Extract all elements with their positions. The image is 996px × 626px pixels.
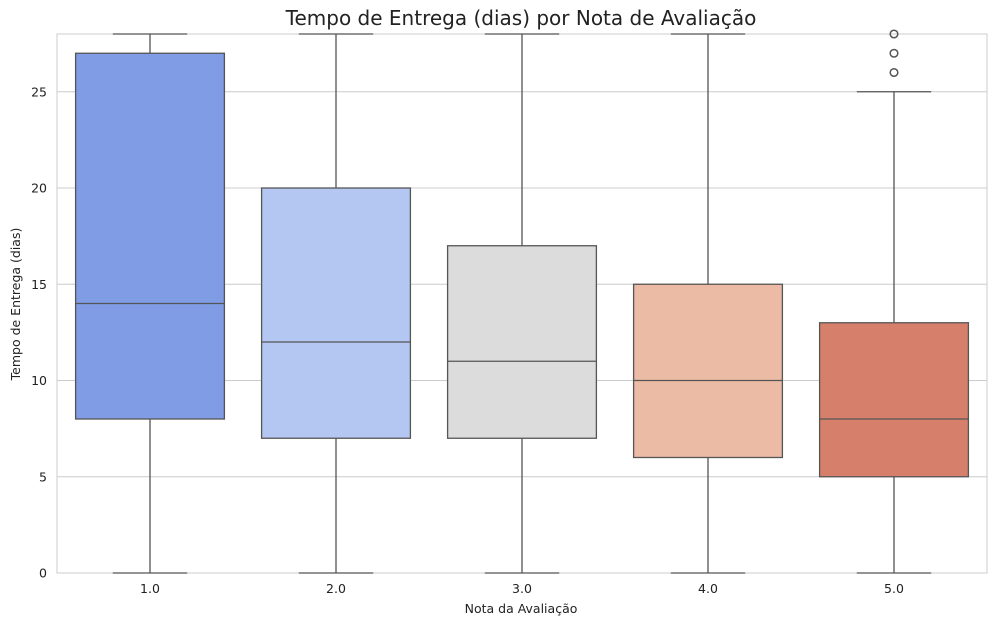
y-tick-label: 10 <box>31 373 47 388</box>
y-tick-label: 5 <box>39 469 47 484</box>
y-axis-label: Tempo de Entrega (dias) <box>8 228 23 382</box>
chart-title: Tempo de Entrega (dias) por Nota de Aval… <box>285 6 757 30</box>
outlier-point <box>889 67 899 78</box>
box-iqr <box>632 283 784 459</box>
x-tick-label: 3.0 <box>512 581 532 596</box>
outlier-point <box>889 48 899 58</box>
box-iqr <box>818 322 970 478</box>
x-tick-label: 4.0 <box>698 581 718 596</box>
y-tick-label: 20 <box>31 181 47 196</box>
box-iqr <box>260 187 412 439</box>
x-axis-label: Nota da Avaliação <box>465 601 578 616</box>
outlier-point <box>889 29 899 39</box>
x-tick-label: 2.0 <box>326 581 346 596</box>
y-tick-label: 0 <box>39 566 47 581</box>
x-tick-label: 1.0 <box>140 581 160 596</box>
box-iqr <box>74 52 226 420</box>
y-tick-label: 15 <box>31 277 47 292</box>
y-tick-label: 25 <box>31 84 47 99</box>
plot-area: 0 5 10 15 20 25 1.0 2.0 3.0 4.0 5.0 <box>31 29 988 596</box>
box-iqr <box>446 245 598 439</box>
x-tick-label: 5.0 <box>884 581 904 596</box>
